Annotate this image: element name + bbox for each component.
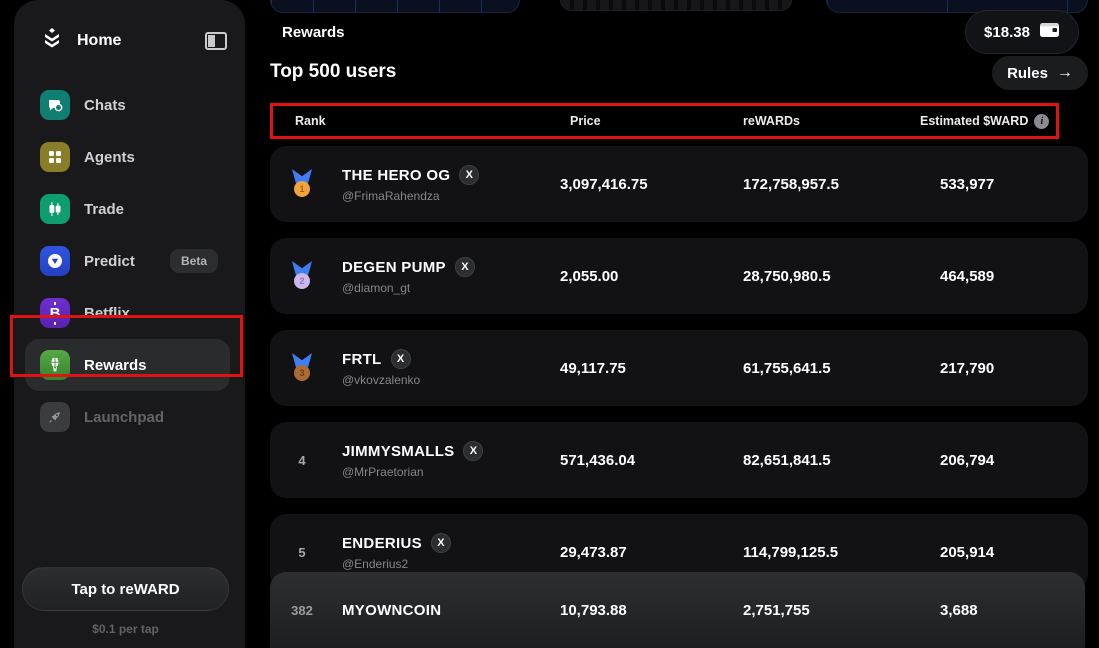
sidebar-item-rewards[interactable]: Rewards (25, 339, 230, 391)
user-name: ENDERIUS (342, 534, 422, 552)
user-handle: @FrimaRahendza (342, 189, 440, 203)
wallet-icon (1039, 21, 1060, 43)
estimated-value: 533,977 (940, 175, 995, 193)
current-user-row[interactable]: 382 MYOWNCOIN 10,793.88 2,751,755 3,688 (270, 572, 1085, 648)
rewards-value: 28,750,980.5 (743, 267, 831, 285)
sidebar-item-label: Chats (84, 96, 126, 114)
estimated-value: 464,589 (940, 267, 995, 285)
rewards-value: 172,758,957.5 (743, 175, 839, 193)
chart-card-sliver-right (826, 0, 1088, 13)
user-name: MYOWNCOIN (342, 601, 442, 619)
medal-icon: 2 (292, 261, 312, 291)
x-twitter-icon[interactable]: X (454, 257, 475, 277)
column-estimated: Estimated $WARD i (918, 113, 1056, 129)
wallet-balance-pill[interactable]: $18.38 (965, 10, 1079, 54)
beta-badge: Beta (169, 249, 218, 273)
rank-number: 382 (291, 602, 313, 618)
sidebar-item-betflix[interactable]: B Betflix (25, 287, 230, 339)
user-handle: @vkovzalenko (342, 373, 421, 387)
predict-target-icon (40, 246, 70, 276)
rank-number: 4 (298, 452, 306, 468)
estimated-value: 3,688 (940, 601, 978, 619)
sidebar-item-label: Betflix (84, 304, 130, 322)
arrow-right-icon: → (1056, 64, 1073, 81)
rank-number: 5 (298, 544, 306, 560)
balance-amount: $18.38 (984, 23, 1030, 41)
rewards-value: 82,651,841.5 (743, 451, 831, 469)
sidebar-item-label: Launchpad (84, 408, 165, 426)
medal-icon: 1 (292, 169, 312, 199)
rocket-icon (40, 402, 70, 432)
sidebar-collapse-icon[interactable] (205, 31, 227, 50)
price-value: 3,097,416.75 (560, 175, 648, 193)
grid-icon (40, 142, 70, 172)
user-name: THE HERO OG (342, 166, 451, 184)
sidebar-item-label: Rewards (84, 356, 147, 374)
sidebar: Home Chats (14, 0, 245, 648)
sidebar-item-label: Agents (84, 148, 135, 166)
x-twitter-icon[interactable]: X (390, 349, 411, 369)
rules-label: Rules (1007, 64, 1048, 82)
medal-icon: 3 (292, 353, 312, 383)
sidebar-item-chats[interactable]: Chats (25, 79, 230, 131)
table-row[interactable]: 4 JIMMYSMALLS X @MrPraetorian 571,436.04… (270, 422, 1088, 498)
table-header: Rank Price reWARDs Estimated $WARD i (270, 103, 1059, 139)
chart-card-sliver (270, 0, 520, 13)
x-twitter-icon[interactable]: X (463, 441, 484, 461)
x-twitter-icon[interactable]: X (430, 533, 451, 553)
estimated-value: 206,794 (940, 451, 995, 469)
sidebar-item-launchpad[interactable]: Launchpad (25, 391, 230, 443)
sidebar-item-label: Predict (84, 252, 135, 270)
bitcoin-b-icon: B (40, 298, 70, 328)
sidebar-item-agents[interactable]: Agents (25, 131, 230, 183)
table-row[interactable]: 3 FRTL X @vkovzalenko 49,117.75 61,755,6… (270, 330, 1088, 406)
rules-button[interactable]: Rules → (992, 56, 1088, 90)
price-value: 29,473.87 (560, 543, 627, 561)
user-name: FRTL (342, 350, 382, 368)
table-row[interactable]: 2 DEGEN PUMP X @diamon_gt 2,055.00 28,75… (270, 238, 1088, 314)
rewards-table-body: 1 THE HERO OG X @FrimaRahendza 3,097,416… (270, 146, 1088, 606)
user-handle: @Enderius2 (342, 557, 409, 571)
table-row[interactable]: 1 THE HERO OG X @FrimaRahendza 3,097,416… (270, 146, 1088, 222)
price-value: 2,055.00 (560, 267, 619, 285)
price-value: 571,436.04 (560, 451, 636, 469)
user-name: DEGEN PUMP (342, 258, 446, 276)
section-heading: Top 500 users (270, 61, 397, 82)
user-handle: @MrPraetorian (342, 465, 424, 479)
page-title: Rewards (282, 24, 345, 41)
x-twitter-icon[interactable]: X (459, 165, 480, 185)
column-price: Price (570, 114, 601, 128)
sidebar-nav: Chats Agents Tra (14, 79, 245, 443)
estimated-value: 217,790 (940, 359, 995, 377)
sidebar-item-trade[interactable]: Trade (25, 183, 230, 235)
user-name: JIMMYSMALLS (342, 442, 455, 460)
sidebar-item-home[interactable]: Home (77, 31, 122, 49)
rewards-value: 2,751,755 (743, 601, 810, 619)
info-icon[interactable]: i (1034, 113, 1050, 129)
user-handle: @diamon_gt (342, 281, 411, 295)
estimated-value: 205,914 (940, 543, 995, 561)
rewards-value: 61,755,641.5 (743, 359, 831, 377)
chat-bubble-icon (40, 90, 70, 120)
balloon-reward-icon (40, 350, 70, 380)
rewards-value: 114,799,125.5 (743, 543, 839, 561)
sidebar-item-predict[interactable]: Predict Beta (25, 235, 230, 287)
brand-logo-icon (40, 26, 64, 55)
tap-cost-caption: $0.1 per tap (92, 622, 159, 636)
price-value: 49,117.75 (560, 359, 626, 377)
candlestick-icon (40, 194, 70, 224)
column-rank: Rank (295, 114, 326, 128)
column-rewards: reWARDs (743, 114, 800, 128)
tap-to-reward-button[interactable]: Tap to reWARD (22, 567, 229, 611)
price-value: 10,793.88 (560, 601, 627, 619)
card-sliver (560, 0, 792, 11)
sidebar-item-label: Trade (84, 200, 125, 218)
